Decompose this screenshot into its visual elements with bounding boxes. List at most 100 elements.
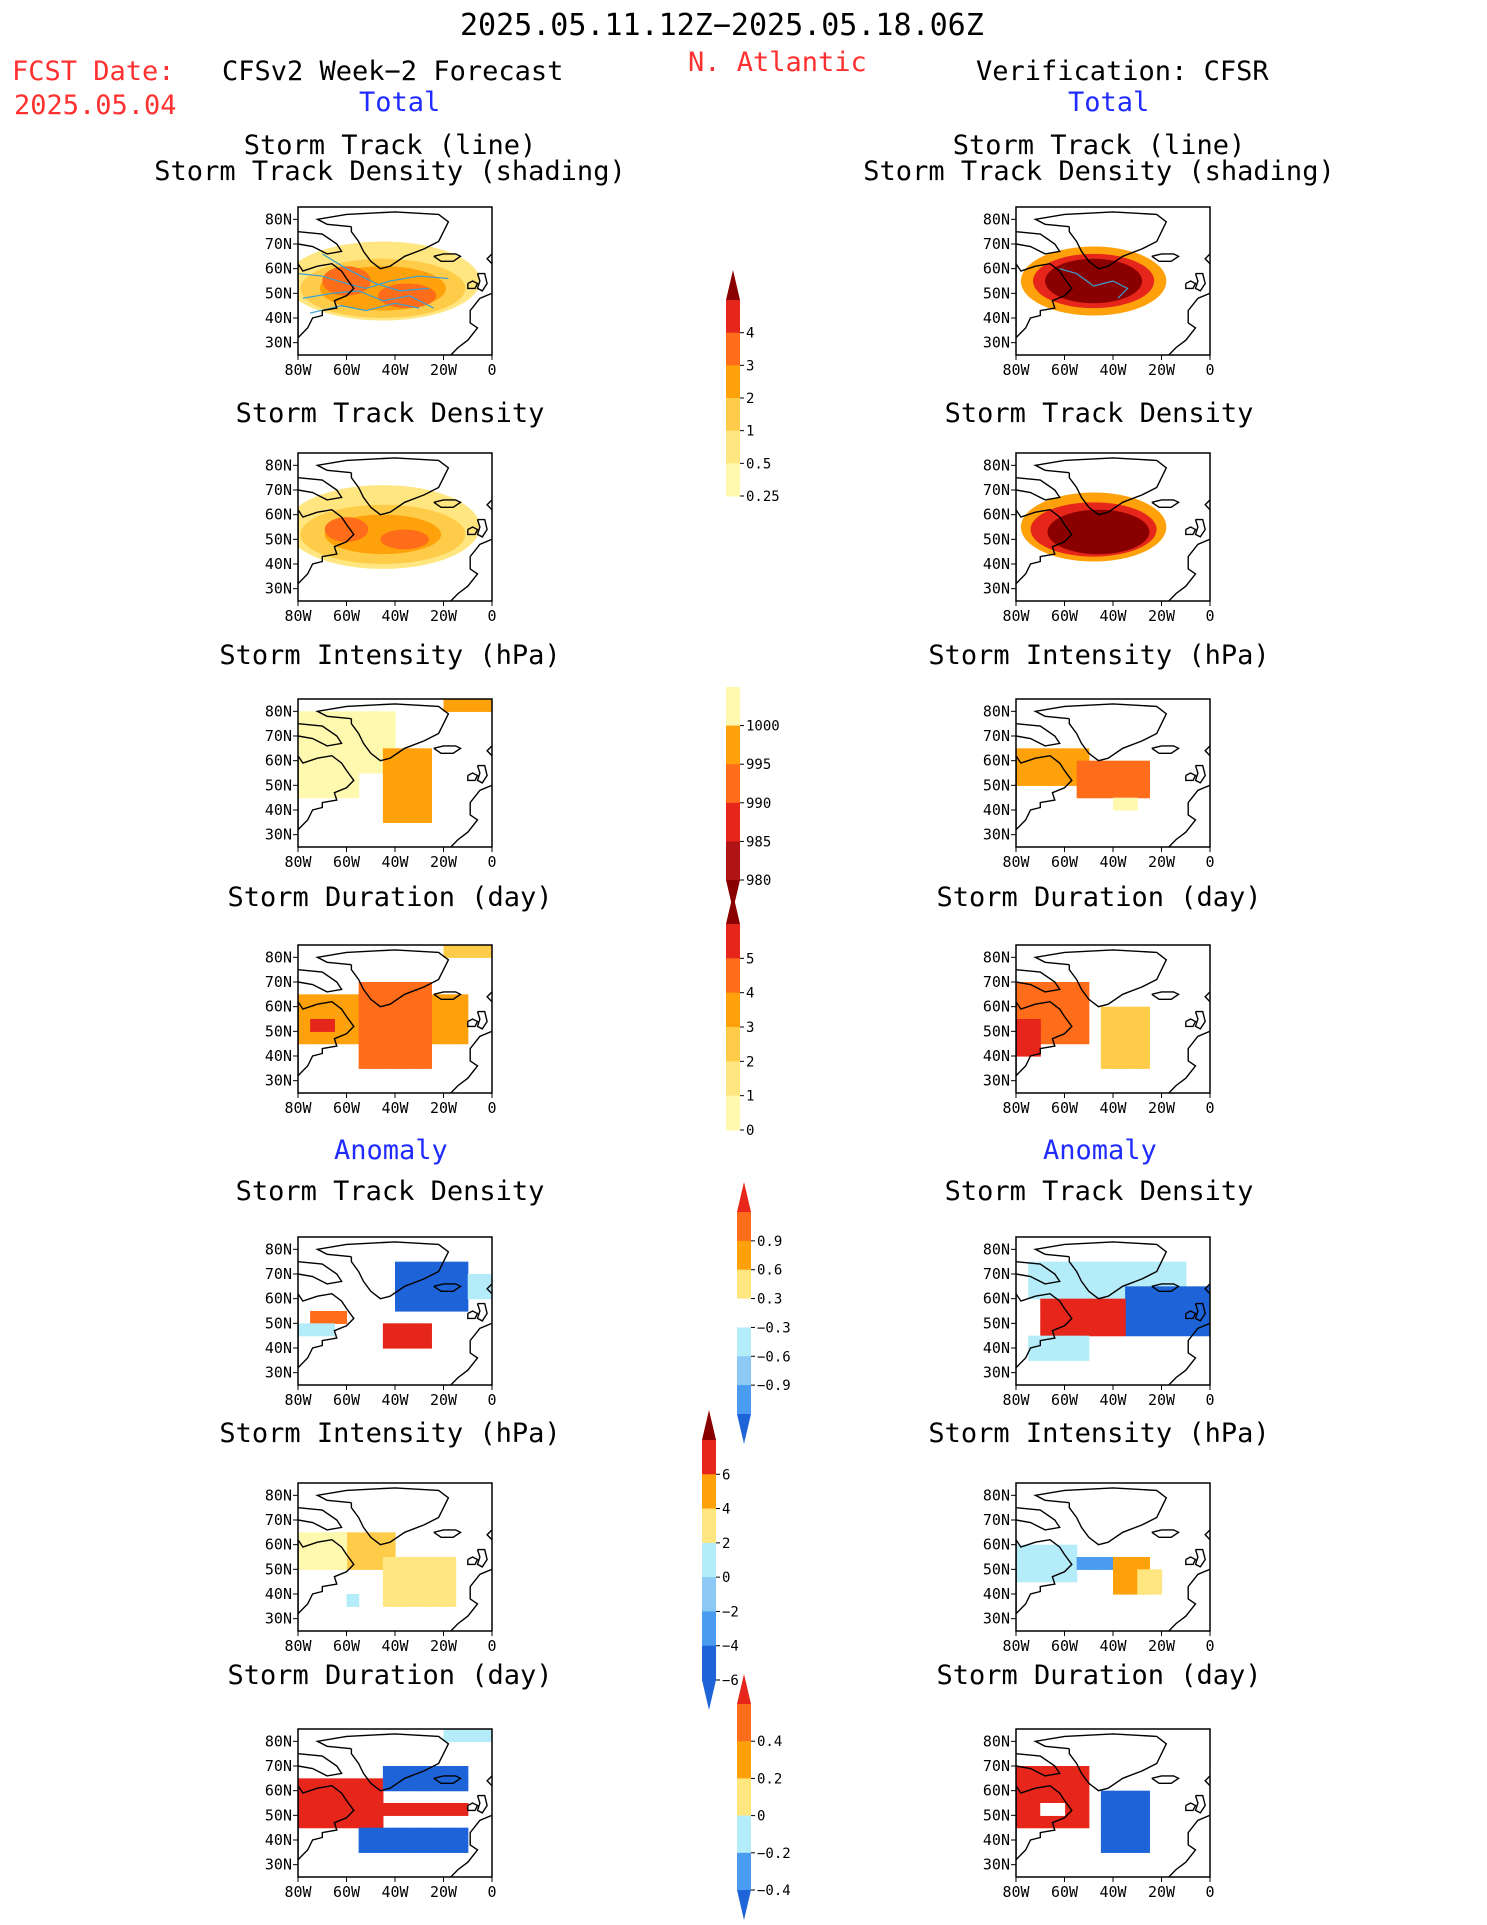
x-tick-label: 80W [1002, 853, 1030, 871]
grid-cell [1076, 1311, 1090, 1324]
map-left-track-field [298, 211, 492, 355]
x-tick-label: 80W [284, 1099, 312, 1117]
grid-cell [1173, 1311, 1187, 1324]
grid-cell [370, 1544, 384, 1558]
colorbar-label: 4 [722, 1502, 730, 1518]
grid-cell [310, 773, 323, 786]
scandinavia-coast [486, 499, 492, 511]
grid-cell [322, 1557, 335, 1570]
grid-cell [1064, 1335, 1078, 1349]
x-tick-label: 60W [1051, 361, 1079, 379]
grid-cell [455, 1298, 469, 1312]
panel-title-track-shading-right: Storm Track Density (shading) [863, 156, 1335, 187]
greenland-coast [1033, 211, 1168, 270]
grid-cell [431, 1766, 445, 1779]
britain-coast [1194, 272, 1206, 292]
grid-cell [298, 1790, 311, 1804]
grid-cell [1173, 1286, 1187, 1300]
grid-cell [1040, 1815, 1053, 1829]
grid-cell [382, 1569, 396, 1583]
grid-cell [382, 1544, 396, 1558]
grid-cell [1016, 1569, 1029, 1583]
grid-cell [310, 1815, 323, 1829]
grid-cell [298, 1778, 311, 1792]
y-tick-label: 40N [983, 1831, 1010, 1849]
grid-cell [479, 699, 492, 712]
panel-title-density: Storm Track Density [235, 398, 545, 429]
grid-cell [1149, 1274, 1163, 1287]
north-america-coast [298, 1784, 355, 1861]
colorbar-label: −4 [722, 1639, 739, 1655]
grid-cell [1173, 1261, 1187, 1275]
x-tick-label: 20W [430, 1883, 458, 1901]
grid-cell [1040, 1323, 1053, 1337]
grid-cell [1028, 1261, 1041, 1275]
grid-cell [370, 1827, 384, 1841]
grid-cell [443, 1778, 457, 1792]
canada-islands-coast [298, 477, 343, 501]
grid-cell [382, 1581, 396, 1595]
grid-cell [298, 785, 311, 799]
y-tick-label: 80N [983, 702, 1010, 720]
x-tick-label: 40W [381, 361, 409, 379]
europe-coast [1168, 1814, 1210, 1877]
colorbar-label: −0.4 [757, 1883, 791, 1899]
grid-cell [1137, 1031, 1150, 1045]
grid-cell [370, 1056, 384, 1069]
grid-cell [322, 1031, 335, 1045]
grid-cell [298, 1803, 311, 1816]
grid-cell [1052, 994, 1066, 1008]
greenland-coast [1033, 1733, 1168, 1792]
grid-cell [443, 699, 457, 712]
grid-cell [1076, 1031, 1090, 1045]
grid-cell [1028, 1803, 1041, 1816]
grid-cell [1100, 760, 1114, 774]
grid-cell [1088, 1274, 1102, 1287]
map-left-intensity-anom-field [298, 1487, 492, 1631]
date-range-title: 2025.05.11.12Z−2025.05.18.06Z [460, 8, 984, 43]
grid-cell [1113, 1569, 1126, 1583]
grid-cell [382, 748, 396, 762]
colorbar-swatch [726, 332, 740, 366]
colorbar-label: 4 [746, 326, 754, 342]
grid-cell [407, 1581, 420, 1595]
x-tick-label: 20W [430, 853, 458, 871]
grid-cell [310, 711, 323, 725]
grid-cell [407, 1261, 420, 1275]
grid-cell [1064, 1778, 1078, 1792]
y-tick-label: 40N [265, 1585, 292, 1603]
map-right-density-anom-field [1016, 1241, 1210, 1385]
britain-coast [1194, 1794, 1206, 1814]
grid-cell [346, 994, 360, 1008]
colorbar-swatch [737, 1240, 751, 1271]
grid-cell [370, 1815, 384, 1829]
grid-cell [382, 1778, 396, 1792]
x-tick-label: 80W [1002, 607, 1030, 625]
grid-cell [407, 773, 420, 786]
y-tick-label: 30N [265, 1072, 292, 1090]
grid-cell [1100, 1311, 1114, 1324]
grid-cell [382, 1840, 396, 1853]
grid-cell [1137, 1261, 1150, 1275]
grid-cell [1113, 1790, 1126, 1804]
grid-cell [1161, 1298, 1175, 1312]
grid-cell [1028, 760, 1041, 774]
map-left-duration: 80W 60W 40W 20W 0 80N 70N 60N 50N 40N 30N [265, 944, 497, 1117]
colorbar-label: −2 [722, 1604, 739, 1620]
grid-cell [1137, 1569, 1150, 1583]
grid-cell [334, 760, 348, 774]
y-tick-label: 60N [983, 1782, 1010, 1800]
grid-cell [479, 1729, 492, 1742]
x-tick-label: 60W [1051, 853, 1079, 871]
grid-cell [1028, 1335, 1041, 1349]
y-tick-label: 50N [265, 1022, 292, 1040]
grid-cell [1040, 1335, 1053, 1349]
y-tick-label: 40N [983, 801, 1010, 819]
x-tick-label: 20W [1148, 1099, 1176, 1117]
grid-cell [1016, 1766, 1029, 1779]
britain-coast [476, 764, 488, 784]
europe-coast [1168, 784, 1210, 847]
y-tick-label: 60N [983, 998, 1010, 1016]
grid-cell [419, 1803, 432, 1816]
grid-cell [395, 773, 408, 786]
